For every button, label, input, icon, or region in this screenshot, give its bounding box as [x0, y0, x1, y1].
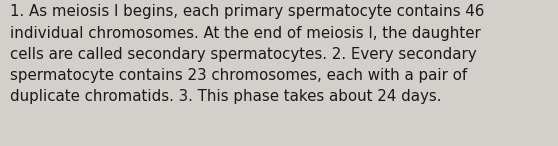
Text: 1. As meiosis I begins, each primary spermatocyte contains 46
individual chromos: 1. As meiosis I begins, each primary spe…	[10, 4, 484, 104]
